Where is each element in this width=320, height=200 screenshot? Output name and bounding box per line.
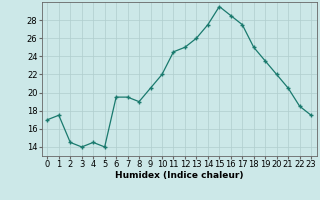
X-axis label: Humidex (Indice chaleur): Humidex (Indice chaleur) — [115, 171, 244, 180]
